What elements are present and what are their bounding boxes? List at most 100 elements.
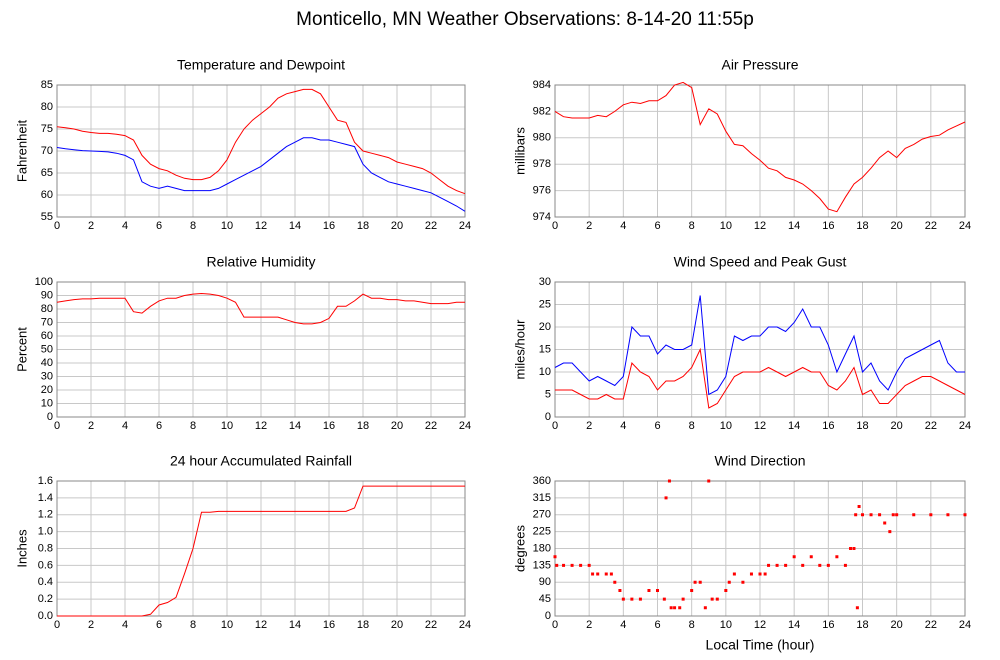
x-tick-label: 4: [620, 619, 626, 631]
y-tick-label: 65: [41, 167, 53, 179]
data-point: [613, 580, 617, 584]
data-point: [715, 597, 719, 601]
x-tick-label: 14: [788, 619, 800, 631]
x-tick-label: 18: [856, 220, 868, 232]
y-tick-label: 1.2: [38, 509, 53, 521]
x-tick-label: 2: [88, 220, 94, 232]
data-point: [855, 606, 859, 610]
y-tick-label: 30: [539, 276, 551, 288]
data-point: [555, 563, 559, 567]
x-tick-label: 24: [459, 619, 471, 631]
y-tick-label: 976: [533, 185, 551, 197]
y-tick-label: 80: [41, 101, 53, 113]
data-point: [912, 513, 916, 517]
data-point: [681, 597, 685, 601]
data-point: [638, 597, 642, 601]
x-tick-label: 8: [689, 619, 695, 631]
x-tick-label: 10: [720, 220, 732, 232]
y-tick-label: 0: [47, 411, 53, 423]
y-tick-label: 0.6: [38, 559, 53, 571]
data-point: [724, 589, 728, 592]
x-tick-label: 8: [689, 420, 695, 432]
data-line: [554, 295, 965, 396]
data-point: [818, 563, 822, 567]
y-tick-label: 70: [41, 145, 53, 157]
y-tick-label: 984: [533, 79, 551, 91]
y-tick-label: 85: [41, 79, 53, 91]
data-point: [792, 555, 796, 559]
y-tick-label: 100: [35, 276, 53, 288]
y-tick-label: 70: [41, 316, 53, 328]
y-tick-label: 1.4: [38, 492, 53, 504]
x-tick-label: 2: [586, 220, 592, 232]
panel-title: Relative Humidity: [207, 254, 316, 270]
plot-frame: [554, 281, 966, 418]
data-point: [673, 606, 677, 610]
data-point: [698, 580, 702, 584]
plot-frame: [56, 84, 466, 218]
data-point: [621, 597, 625, 601]
y-tick-label: 1.0: [38, 526, 53, 538]
y-tick-label: 0: [545, 610, 551, 622]
x-tick-label: 20: [391, 420, 403, 432]
x-tick-label: 20: [891, 420, 903, 432]
x-tick-label: 0: [54, 420, 60, 432]
data-point: [727, 580, 731, 584]
data-point: [895, 513, 899, 517]
x-tick-label: 20: [391, 619, 403, 631]
y-axis-label: miles/hour: [512, 319, 527, 380]
x-tick-label: 14: [289, 220, 301, 232]
panel-title: Air Pressure: [721, 57, 798, 73]
x-tick-label: 18: [357, 220, 369, 232]
data-point: [587, 563, 591, 567]
data-point: [732, 572, 736, 576]
x-tick-label: 24: [959, 420, 971, 432]
data-point: [596, 572, 600, 576]
page-title: Monticello, MN Weather Observations: 8-1…: [296, 9, 754, 30]
x-tick-label: 10: [221, 420, 233, 432]
data-point: [801, 563, 805, 567]
y-tick-label: 0.0: [38, 610, 53, 622]
y-tick-label: 45: [539, 593, 551, 605]
data-point: [707, 479, 711, 483]
x-tick-label: 14: [788, 420, 800, 432]
x-tick-label: 6: [654, 220, 660, 232]
x-tick-label: 12: [754, 420, 766, 432]
data-point: [579, 563, 583, 567]
data-point: [656, 589, 659, 592]
x-tick-label: 2: [88, 420, 94, 432]
data-line: [56, 137, 466, 212]
x-tick-label: 16: [822, 619, 834, 631]
x-tick-label: 4: [122, 220, 128, 232]
x-tick-label: 6: [654, 619, 660, 631]
x-tick-label: 22: [425, 220, 437, 232]
y-tick-label: 1.6: [38, 475, 53, 487]
x-tick-label: 8: [190, 420, 196, 432]
y-tick-label: 360: [533, 475, 551, 487]
y-tick-label: 20: [539, 321, 551, 333]
x-tick-label: 6: [156, 619, 162, 631]
y-tick-label: 20: [41, 384, 53, 396]
x-tick-label: 0: [552, 220, 558, 232]
x-tick-label: 12: [255, 220, 267, 232]
y-axis-label: Fahrenheit: [14, 120, 29, 183]
x-tick-label: 4: [620, 420, 626, 432]
y-axis-label: degrees: [512, 525, 527, 572]
data-point: [775, 563, 779, 567]
data-point: [891, 513, 895, 517]
y-tick-label: 135: [533, 559, 551, 571]
x-tick-label: 16: [323, 220, 335, 232]
plot-frame: [56, 281, 466, 418]
x-tick-label: 22: [925, 619, 937, 631]
x-tick-label: 12: [754, 220, 766, 232]
x-tick-label: 12: [754, 619, 766, 631]
x-tick-label: 2: [586, 619, 592, 631]
data-point: [929, 513, 933, 517]
data-point: [946, 513, 950, 517]
data-point: [669, 606, 673, 610]
x-tick-label: 24: [959, 220, 971, 232]
y-tick-label: 90: [539, 576, 551, 588]
y-axis-label: millibars: [512, 127, 527, 175]
data-point: [678, 606, 682, 610]
data-point: [591, 572, 595, 576]
